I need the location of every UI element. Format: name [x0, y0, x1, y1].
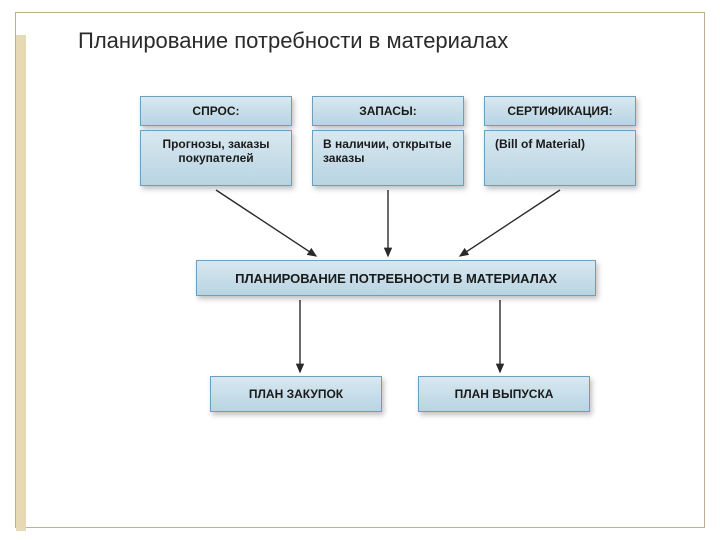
- bottom-box-purchase: ПЛАН ЗАКУПОК: [210, 376, 382, 412]
- top-body-cert: (Bill of Material): [484, 130, 636, 186]
- page-title: Планирование потребности в материалах: [78, 28, 508, 54]
- top-header-cert: СЕРТИФИКАЦИЯ:: [484, 96, 636, 126]
- side-accent: [16, 35, 26, 531]
- top-body-stock: В наличии, открытые заказы: [312, 130, 464, 186]
- top-header-demand: СПРОС:: [140, 96, 292, 126]
- top-header-stock: ЗАПАСЫ:: [312, 96, 464, 126]
- bottom-box-output: ПЛАН ВЫПУСКА: [418, 376, 590, 412]
- middle-box-mrp: ПЛАНИРОВАНИЕ ПОТРЕБНОСТИ В МАТЕРИАЛАХ: [196, 260, 596, 296]
- top-body-demand: Прогнозы, заказы покупателей: [140, 130, 292, 186]
